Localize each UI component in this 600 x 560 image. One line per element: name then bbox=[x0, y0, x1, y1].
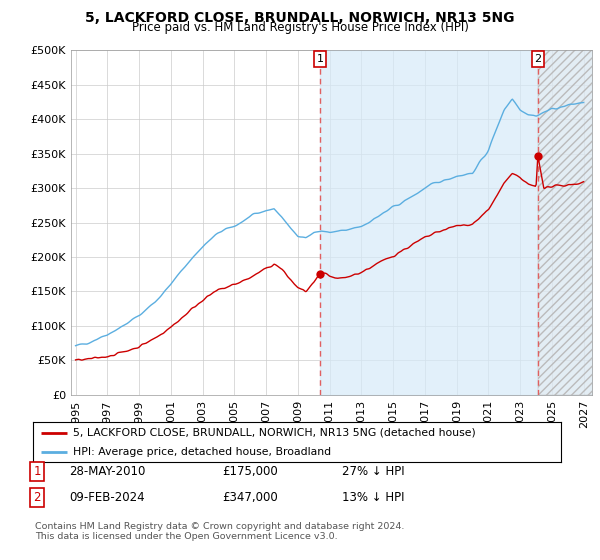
Text: 1: 1 bbox=[34, 465, 41, 478]
Text: 28-MAY-2010: 28-MAY-2010 bbox=[69, 465, 145, 478]
Text: £347,000: £347,000 bbox=[222, 491, 278, 504]
Text: 27% ↓ HPI: 27% ↓ HPI bbox=[342, 465, 404, 478]
Text: 1: 1 bbox=[317, 54, 323, 64]
Text: 09-FEB-2024: 09-FEB-2024 bbox=[69, 491, 145, 504]
Text: 5, LACKFORD CLOSE, BRUNDALL, NORWICH, NR13 5NG (detached house): 5, LACKFORD CLOSE, BRUNDALL, NORWICH, NR… bbox=[73, 428, 475, 438]
Text: HPI: Average price, detached house, Broadland: HPI: Average price, detached house, Broa… bbox=[73, 447, 331, 457]
Text: £175,000: £175,000 bbox=[222, 465, 278, 478]
Text: Contains HM Land Registry data © Crown copyright and database right 2024.
This d: Contains HM Land Registry data © Crown c… bbox=[35, 522, 404, 542]
Text: 13% ↓ HPI: 13% ↓ HPI bbox=[342, 491, 404, 504]
Text: 5, LACKFORD CLOSE, BRUNDALL, NORWICH, NR13 5NG: 5, LACKFORD CLOSE, BRUNDALL, NORWICH, NR… bbox=[85, 11, 515, 25]
Text: Price paid vs. HM Land Registry's House Price Index (HPI): Price paid vs. HM Land Registry's House … bbox=[131, 21, 469, 34]
Text: 2: 2 bbox=[34, 491, 41, 504]
Text: 2: 2 bbox=[535, 54, 541, 64]
